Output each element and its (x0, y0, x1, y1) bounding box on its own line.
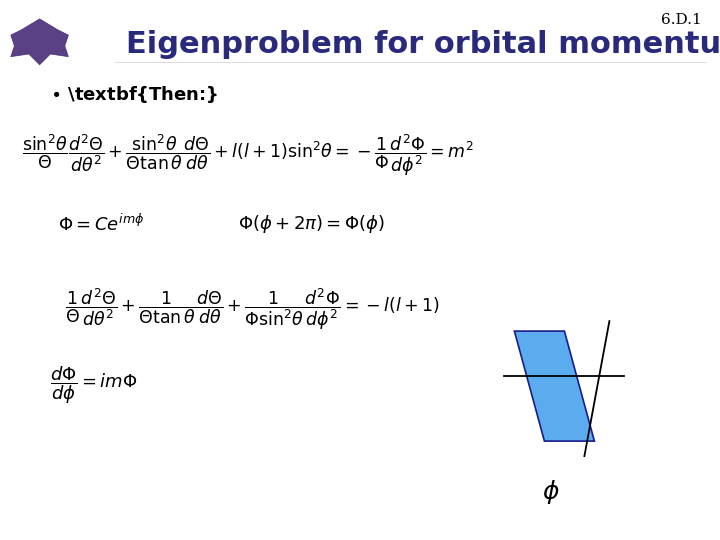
Text: Eigenproblem for orbital momentum: Eigenproblem for orbital momentum (126, 30, 720, 59)
Text: 6.D.1: 6.D.1 (661, 14, 702, 28)
Polygon shape (11, 19, 68, 65)
Polygon shape (514, 331, 595, 441)
Text: $\phi$: $\phi$ (542, 478, 559, 506)
Text: $\Phi(\phi + 2\pi) = \Phi(\phi)$: $\Phi(\phi + 2\pi) = \Phi(\phi)$ (238, 213, 384, 235)
Text: $\Phi = Ce^{im\phi}$: $\Phi = Ce^{im\phi}$ (58, 213, 144, 234)
Text: $\dfrac{1}{\Theta}\dfrac{d^2\Theta}{d\theta^2} + \dfrac{1}{\Theta\tan\theta}\dfr: $\dfrac{1}{\Theta}\dfrac{d^2\Theta}{d\th… (65, 286, 439, 332)
Text: $\dfrac{d\Phi}{d\phi} = im\Phi$: $\dfrac{d\Phi}{d\phi} = im\Phi$ (50, 364, 138, 406)
Text: $\bullet$ \textbf{Then:}: $\bullet$ \textbf{Then:} (50, 84, 219, 105)
Text: $\dfrac{\sin^2\!\theta}{\Theta}\dfrac{d^2\Theta}{d\theta^2} + \dfrac{\sin^2\!\th: $\dfrac{\sin^2\!\theta}{\Theta}\dfrac{d^… (22, 132, 474, 178)
